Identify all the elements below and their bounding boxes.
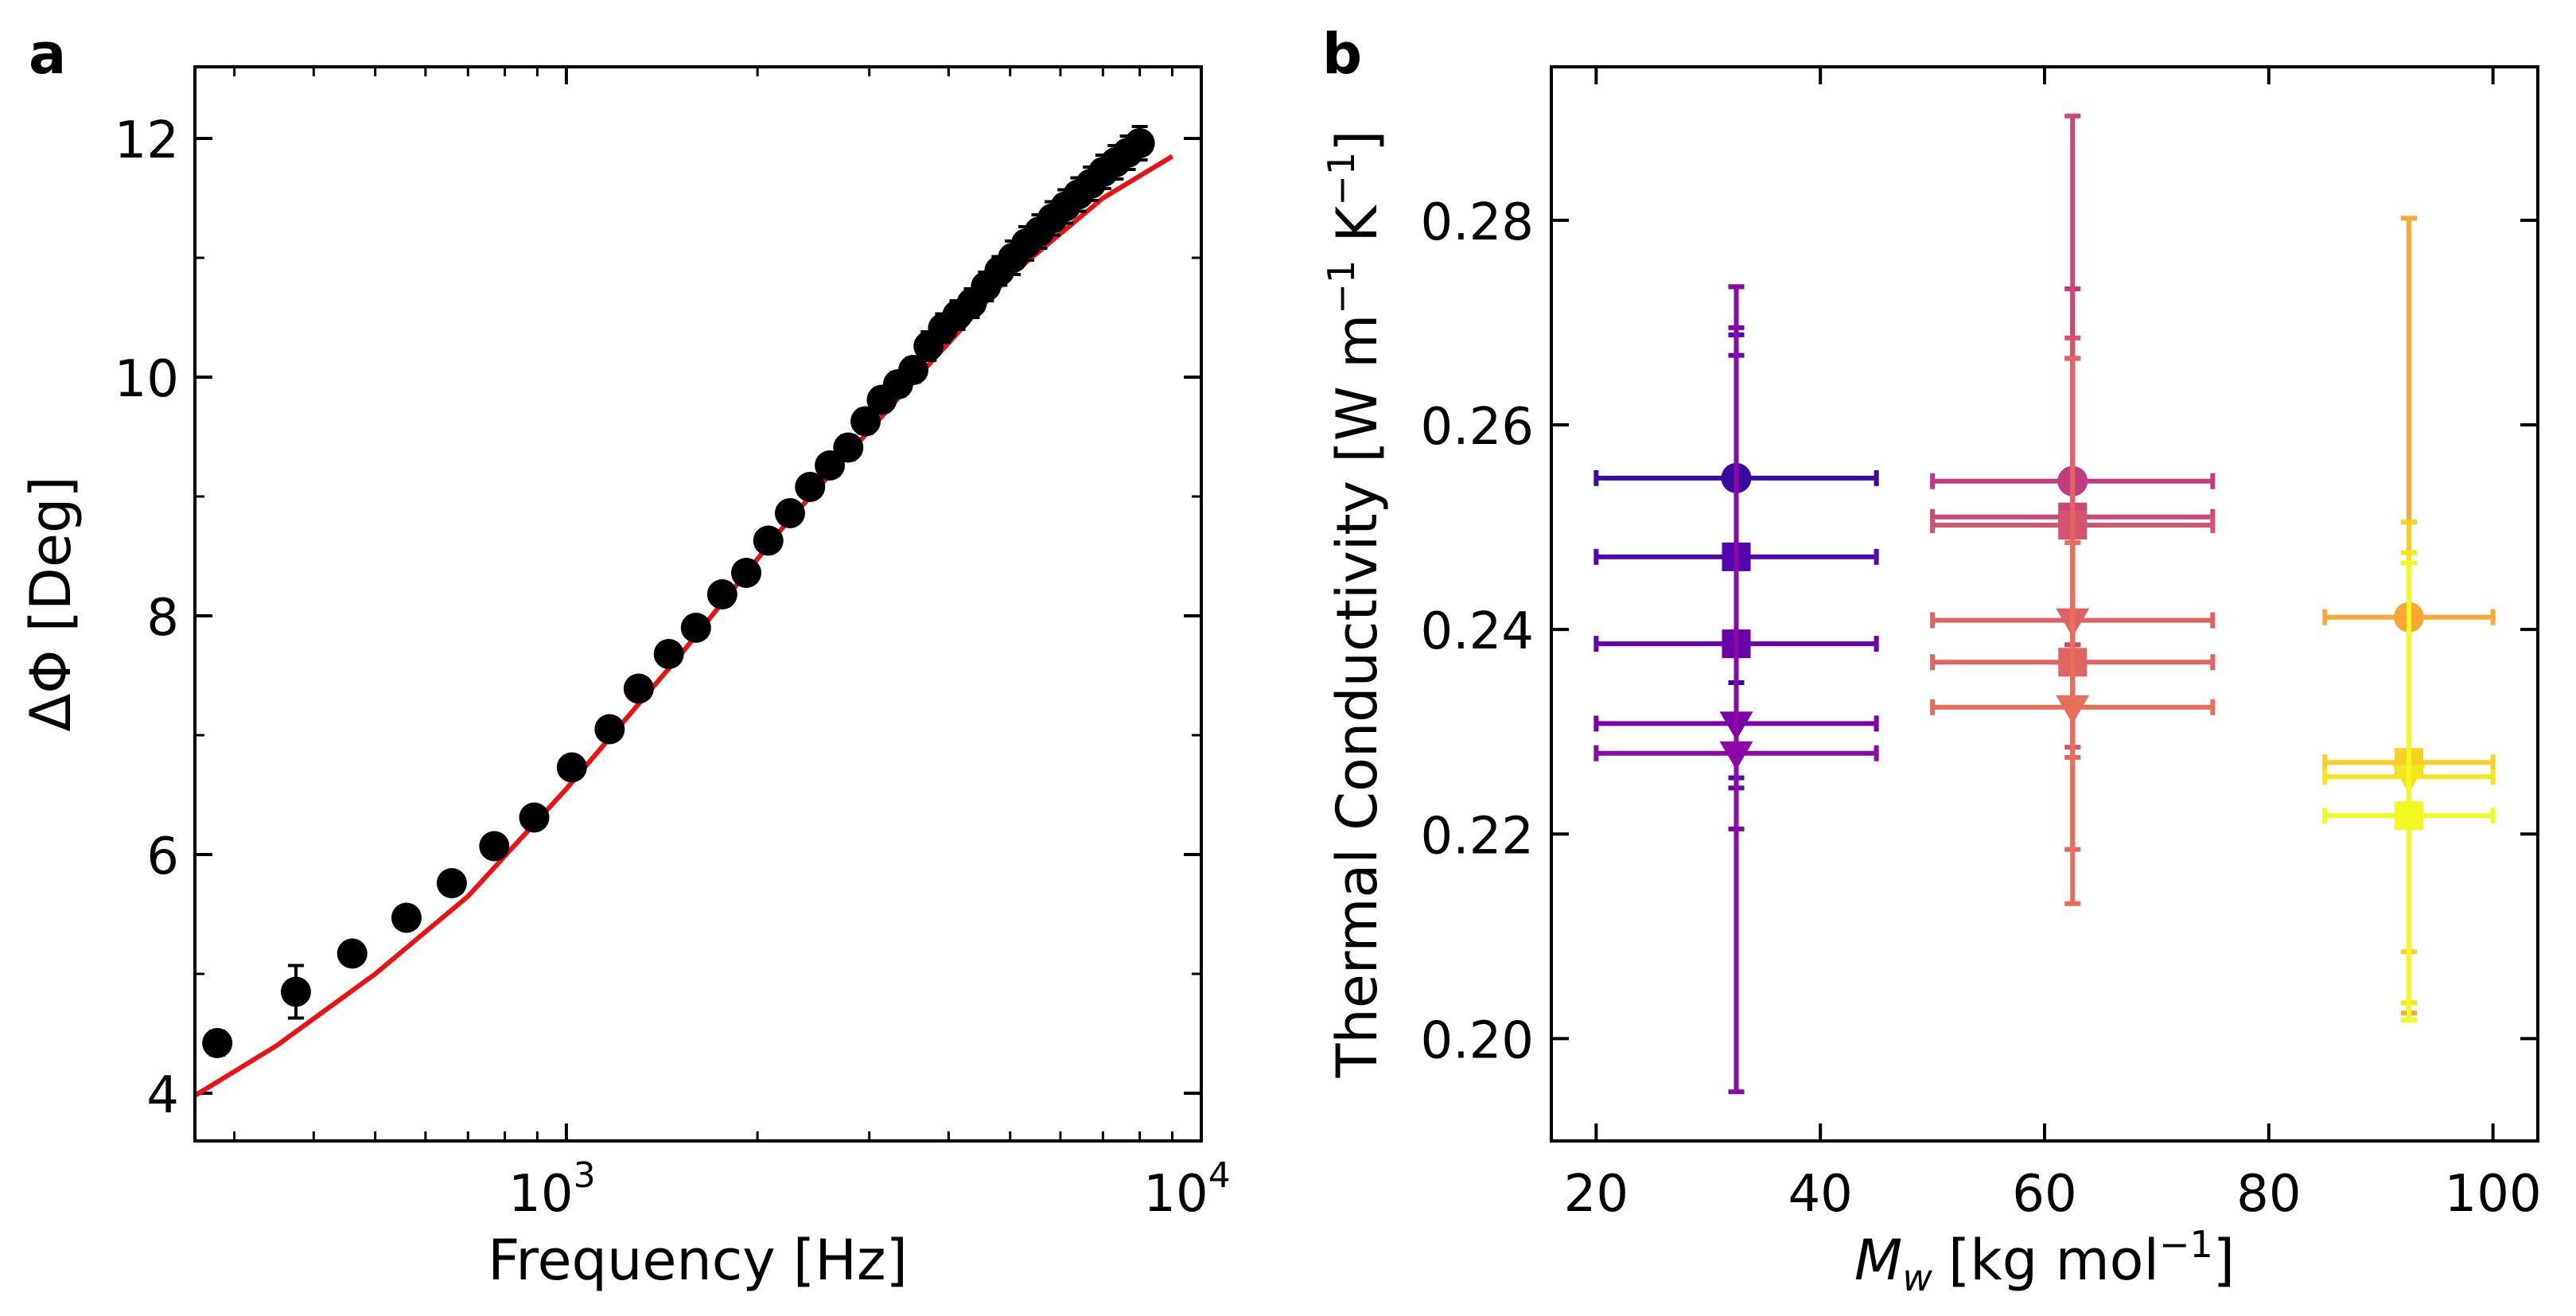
panel-b-y-label-mid: K	[1325, 204, 1390, 260]
panel-b-x-label-close: ]	[2213, 1228, 2235, 1293]
panel-b-data-points	[1593, 113, 2496, 1095]
a-data-point	[731, 558, 762, 588]
a-data-point	[795, 472, 826, 502]
a-x-tick-exponent: 3	[574, 1155, 596, 1196]
a-x-tick-exponent: 4	[1208, 1155, 1231, 1196]
a-x-tick-base: 10	[508, 1165, 573, 1224]
a-data-point	[623, 673, 654, 704]
b-x-tick-label: 20	[1564, 1165, 1628, 1224]
a-data-point	[556, 752, 587, 783]
a-y-tick-label: 8	[146, 589, 179, 648]
a-data-point	[898, 355, 929, 385]
a-x-tick-label: 103	[508, 1155, 595, 1224]
a-data-point	[706, 579, 737, 609]
b-y-tick-label: 0.20	[1421, 1011, 1535, 1070]
b-x-tick-label: 100	[2445, 1165, 2542, 1224]
panel-b-y-label-sup2: −1	[1320, 152, 1363, 206]
panel-b: b 0.20 0.22 0.24 0.26 0.28 20 40 60 80 100 Mw [kg …	[1320, 21, 2542, 1299]
a-x-tick-base: 10	[1143, 1165, 1208, 1224]
panel-a-x-axis-label: Frequency [Hz]	[488, 1228, 908, 1293]
a-data-point	[594, 714, 625, 745]
b-y-tick-label: 0.28	[1421, 193, 1535, 252]
panel-b-letter: b	[1322, 21, 1362, 87]
a-data-point	[479, 831, 510, 862]
b-x-tick-label: 60	[2012, 1165, 2076, 1224]
a-data-point	[833, 432, 864, 463]
panel-b-y-label-sup1: −1	[1320, 260, 1363, 314]
a-data-point	[1124, 128, 1155, 158]
a-data-point	[753, 525, 784, 556]
b-x-tick-label: 80	[2236, 1165, 2301, 1224]
a-data-point	[519, 802, 550, 833]
a-data-point	[680, 613, 711, 643]
a-data-point	[202, 1028, 233, 1058]
panel-b-y-axis-label: Thermal Conductivity [W m−1 K−1]	[1320, 130, 1390, 1079]
a-y-tick-label: 12	[115, 111, 179, 170]
b-y-tick-label: 0.26	[1421, 398, 1535, 457]
a-data-point	[391, 902, 422, 933]
a-data-point	[280, 976, 311, 1007]
panel-b-x-axis-label: Mw [kg mol−1]	[1854, 1223, 2235, 1299]
b-data-point-triangle	[2056, 695, 2090, 724]
b-data-point-triangle	[1719, 741, 1753, 770]
b-y-tick-label: 0.24	[1421, 602, 1535, 661]
a-data-point	[850, 406, 881, 437]
b-data-point-square	[2394, 801, 2423, 831]
panel-b-y-label-main: Thermal Conductivity [W m	[1325, 314, 1390, 1079]
a-y-tick-label: 6	[146, 827, 179, 886]
panel-b-ticks: 0.20 0.22 0.24 0.26 0.28 20 40 60 80 100	[1421, 67, 2542, 1224]
panel-a-data-points	[202, 125, 1155, 1058]
panel-a-y-axis-label: ΔΦ [Deg]	[18, 476, 84, 731]
panel-a-letter: a	[29, 21, 66, 87]
panel-b-x-label-subscript: w	[1902, 1256, 1932, 1299]
b-x-tick-label: 40	[1788, 1165, 1852, 1224]
panel-b-y-label-close: ]	[1325, 130, 1390, 152]
a-x-tick-label: 104	[1143, 1155, 1230, 1224]
b-y-tick-label: 0.22	[1421, 807, 1535, 866]
panel-b-axes-frame	[1550, 65, 2539, 1143]
a-data-point	[774, 498, 805, 528]
panel-b-x-label-text: [kg mol	[1948, 1228, 2159, 1293]
a-data-point	[337, 938, 368, 969]
a-data-point	[653, 639, 684, 669]
panel-a-axes-frame	[193, 65, 1203, 1143]
a-data-point	[436, 868, 467, 898]
a-y-tick-label: 4	[146, 1066, 179, 1125]
panel-b-x-label-symbol: M	[1854, 1228, 1902, 1293]
panel-b-x-label-superscript: −1	[2159, 1223, 2213, 1266]
a-y-tick-label: 10	[115, 350, 179, 409]
